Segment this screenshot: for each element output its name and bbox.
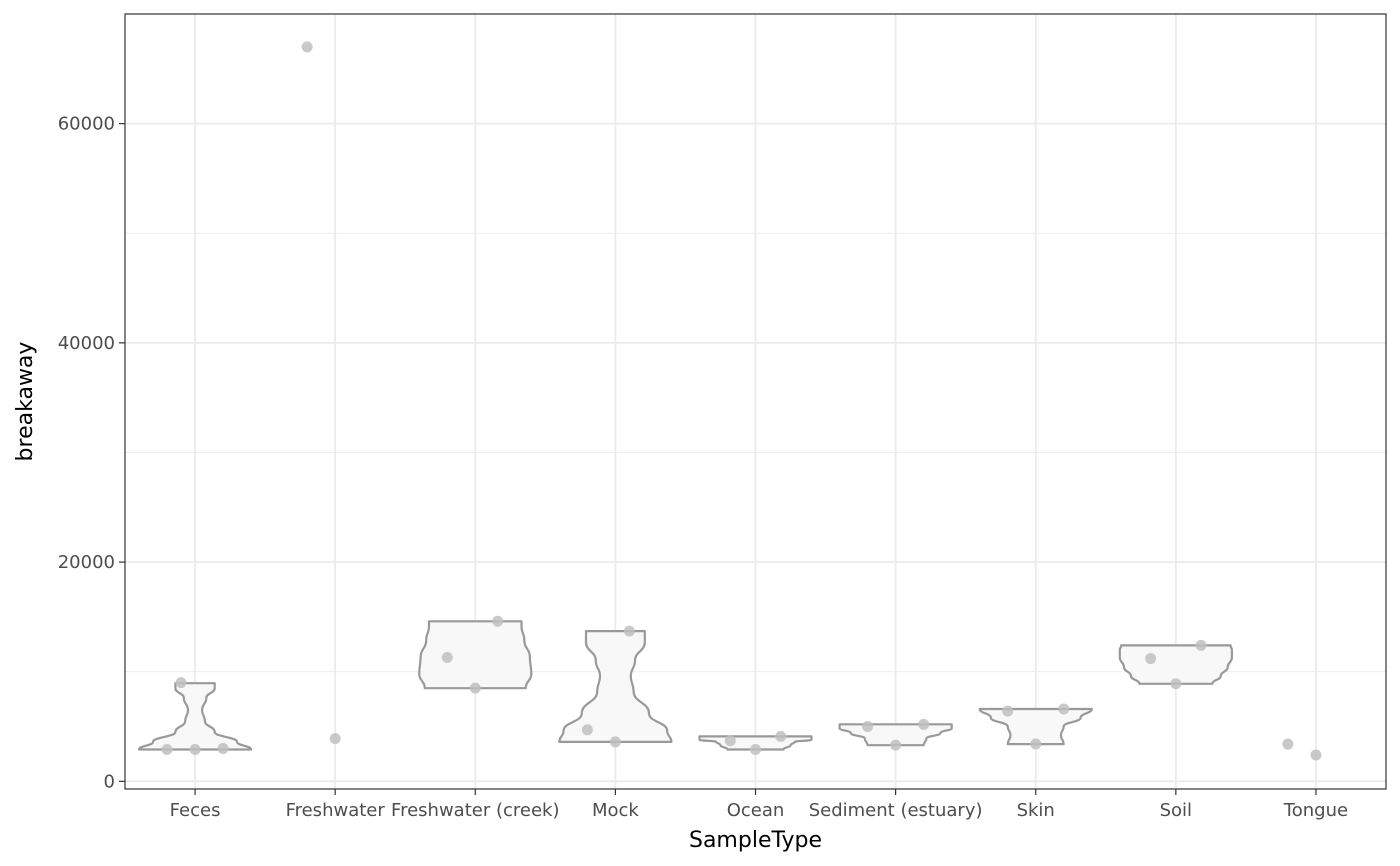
data-point-feces	[175, 677, 187, 689]
violin-feces	[137, 682, 253, 751]
x-tick-label-mock: Mock	[592, 800, 639, 821]
data-point-freshwater-creek	[441, 651, 453, 663]
data-point-freshwater-creek	[469, 682, 481, 694]
x-tick-label-sediment-estuary: Sediment (estuary)	[809, 800, 983, 821]
x-tick-label-freshwater-creek: Freshwater (creek)	[391, 800, 559, 821]
x-tick-label-ocean: Ocean	[727, 800, 785, 821]
data-point-ocean	[724, 735, 736, 747]
x-tick-label-tongue: Tongue	[1283, 800, 1348, 821]
data-point-sediment-estuary	[918, 718, 930, 730]
data-point-sediment-estuary	[890, 739, 902, 751]
x-axis-title: SampleType	[689, 828, 822, 853]
x-tick-label-skin: Skin	[1017, 800, 1055, 821]
data-point-ocean	[750, 744, 761, 756]
data-point-soil	[1170, 678, 1182, 690]
data-point-skin	[1002, 705, 1014, 717]
data-point-ocean	[775, 730, 787, 742]
data-point-sediment-estuary	[862, 721, 874, 733]
data-point-tongue	[1282, 738, 1294, 750]
data-point-freshwater	[301, 41, 313, 53]
data-point-soil	[1145, 653, 1157, 665]
data-point-tongue	[1310, 749, 1322, 761]
data-point-mock	[609, 736, 621, 748]
y-tick-label: 40000	[58, 333, 115, 354]
data-point-feces	[217, 742, 229, 754]
data-point-mock	[623, 625, 635, 637]
data-point-feces	[161, 744, 173, 756]
y-tick-label: 20000	[58, 552, 115, 573]
violin-soil	[1118, 644, 1233, 685]
violin-layer	[137, 620, 1233, 751]
axis-layer: 0 20000 40000 60000 Feces Freshwater Freshwate…	[58, 114, 1348, 821]
x-tick-label-feces: Feces	[170, 800, 221, 821]
point-layer	[161, 41, 1322, 761]
y-axis-title: breakaway	[13, 342, 38, 462]
x-tick-label-soil: Soil	[1160, 800, 1192, 821]
data-point-skin	[1030, 738, 1042, 750]
violin-skin	[978, 707, 1093, 746]
data-point-skin	[1058, 703, 1070, 715]
data-point-freshwater	[329, 733, 341, 745]
y-tick-label: 60000	[58, 114, 115, 135]
violin-mock	[558, 630, 673, 743]
data-point-soil	[1195, 639, 1207, 651]
data-point-freshwater-creek	[492, 615, 504, 627]
data-point-mock	[581, 724, 593, 736]
y-tick-label: 0	[104, 771, 115, 792]
x-tick-label-freshwater: Freshwater	[286, 800, 386, 821]
violin-freshwater-creek	[418, 620, 533, 690]
data-point-feces	[189, 744, 201, 756]
